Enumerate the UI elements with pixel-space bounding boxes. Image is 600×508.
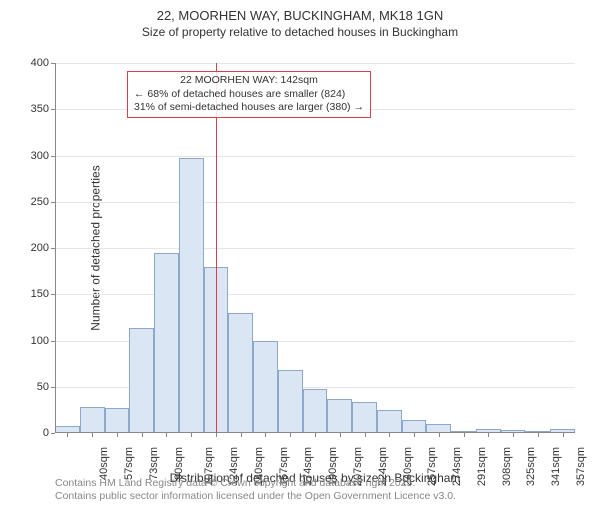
y-tick-label: 350 [19, 103, 49, 115]
footer-line-2: Contains public sector information licen… [55, 490, 456, 504]
x-tick-mark [538, 433, 539, 437]
x-tick-mark [117, 433, 118, 437]
histogram-bar [278, 370, 303, 433]
gridline [55, 248, 575, 249]
y-tick-label: 100 [19, 335, 49, 347]
y-tick-label: 50 [19, 381, 49, 393]
x-tick-mark [92, 433, 93, 437]
x-tick-mark [464, 433, 465, 437]
x-axis-line [55, 432, 575, 433]
histogram-bar [253, 341, 278, 434]
y-tick-label: 300 [19, 150, 49, 162]
x-tick-mark [365, 433, 366, 437]
x-tick-mark [414, 433, 415, 437]
histogram-bar [228, 313, 253, 433]
x-tick-mark [216, 433, 217, 437]
histogram-bar [352, 402, 377, 433]
x-tick-mark [265, 433, 266, 437]
plot-area: 05010015020025030035040040sqm57sqm73sqm9… [55, 63, 575, 433]
x-tick-mark [315, 433, 316, 437]
histogram-bar [377, 410, 402, 433]
histogram-bar [154, 253, 179, 433]
property-marker-line [216, 63, 218, 433]
y-tick-mark [51, 433, 55, 434]
x-tick-mark [142, 433, 143, 437]
x-tick-mark [67, 433, 68, 437]
chart-title: 22, MOORHEN WAY, BUCKINGHAM, MK18 1GN [0, 8, 600, 23]
x-tick-mark [513, 433, 514, 437]
gridline [55, 202, 575, 203]
x-tick-label: 291sqm [476, 447, 488, 486]
x-tick-label: 357sqm [575, 447, 587, 486]
histogram-bar [327, 399, 352, 433]
y-axis-line [55, 63, 56, 433]
histogram-bar [303, 389, 328, 433]
x-tick-label: 73sqm [148, 447, 160, 480]
x-tick-label: 90sqm [173, 447, 185, 480]
x-tick-mark [488, 433, 489, 437]
y-tick-label: 200 [19, 242, 49, 254]
chart-container: Number of detached properties Distributi… [55, 63, 575, 433]
x-tick-mark [563, 433, 564, 437]
x-tick-label: 308sqm [501, 447, 513, 486]
histogram-bar [129, 328, 154, 433]
y-tick-label: 250 [19, 196, 49, 208]
x-tick-label: 40sqm [98, 447, 110, 480]
x-tick-mark [290, 433, 291, 437]
footer-line-1: Contains HM Land Registry data © Crown c… [55, 477, 456, 491]
gridline [55, 294, 575, 295]
x-tick-label: 325sqm [525, 447, 537, 486]
gridline [55, 63, 575, 64]
histogram-bar [105, 408, 130, 433]
x-tick-mark [389, 433, 390, 437]
x-tick-mark [166, 433, 167, 437]
chart-subtitle: Size of property relative to detached ho… [0, 25, 600, 39]
y-tick-label: 150 [19, 288, 49, 300]
annotation-line: 31% of semi-detached houses are larger (… [134, 101, 364, 115]
x-tick-mark [439, 433, 440, 437]
x-tick-label: 341sqm [550, 447, 562, 486]
x-tick-mark [241, 433, 242, 437]
x-tick-mark [340, 433, 341, 437]
histogram-bar [179, 158, 204, 433]
gridline [55, 156, 575, 157]
annotation-line: ← 68% of detached houses are smaller (82… [134, 88, 364, 102]
x-tick-mark [191, 433, 192, 437]
annotation-line: 22 MOORHEN WAY: 142sqm [134, 74, 364, 88]
x-tick-label: 57sqm [123, 447, 135, 480]
y-tick-label: 400 [19, 57, 49, 69]
y-tick-label: 0 [19, 427, 49, 439]
annotation-box: 22 MOORHEN WAY: 142sqm← 68% of detached … [127, 71, 371, 118]
histogram-bar [80, 407, 105, 433]
